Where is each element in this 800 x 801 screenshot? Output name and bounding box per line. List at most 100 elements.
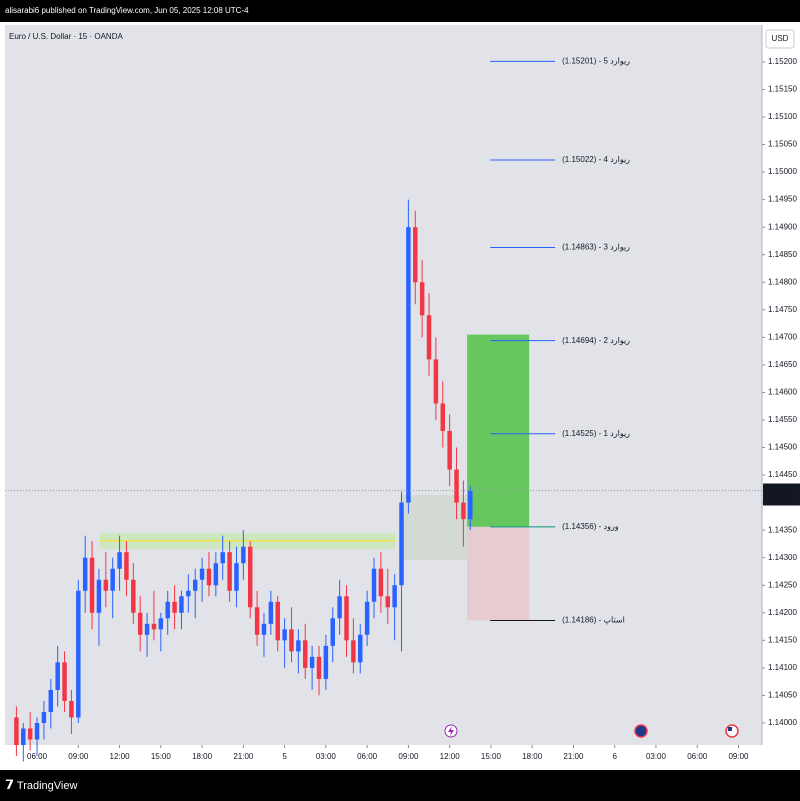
brand: TradingView xyxy=(16,780,78,792)
loss-box xyxy=(467,526,530,621)
x-tick-label: 06:00 xyxy=(357,752,378,761)
candle-body xyxy=(303,640,308,668)
x-tick-label: 09:00 xyxy=(398,752,419,761)
candle-body xyxy=(27,728,33,740)
y-tick-label: 1.14750 xyxy=(768,305,797,314)
candle-body xyxy=(468,490,473,520)
candle-body xyxy=(234,563,239,591)
event-icon xyxy=(728,727,732,731)
candle-body xyxy=(337,596,342,619)
candle-body xyxy=(117,552,122,569)
level-label: (1.14186) - استاپ xyxy=(562,616,625,625)
candle-body xyxy=(186,590,191,597)
level-label: (1.15022) - ریوارد 4 xyxy=(562,155,630,164)
level-label: (1.14356) - ورود xyxy=(562,522,619,531)
y-tick-label: 1.15000 xyxy=(768,167,797,176)
candle-body xyxy=(62,662,67,701)
y-tick-label: 1.14950 xyxy=(768,195,797,204)
candle-body xyxy=(206,568,212,586)
publish-text: alisarabi6 published on TradingView.com,… xyxy=(5,6,249,15)
candle-body xyxy=(419,282,425,316)
candle-body xyxy=(378,568,384,597)
x-axis-bg xyxy=(5,745,762,770)
x-tick-label: 18:00 xyxy=(192,752,213,761)
chart: Euro / U.S. Dollar · 15 · OANDA USD 1.14… xyxy=(0,22,800,770)
candle-body xyxy=(426,315,432,360)
x-tick-label: 12:00 xyxy=(110,752,131,761)
candle-body xyxy=(96,579,102,613)
candle-body xyxy=(330,618,335,646)
candle-body xyxy=(447,430,452,470)
footer: 𝟳 TradingView xyxy=(5,777,78,792)
profit-box xyxy=(467,334,530,527)
candle-body xyxy=(34,722,40,740)
y-tick-label: 1.14100 xyxy=(768,663,797,672)
candle-body xyxy=(165,601,170,619)
y-tick-label: 1.14850 xyxy=(768,250,797,259)
candle-body xyxy=(69,700,74,718)
candle-body xyxy=(199,568,205,580)
candle-body xyxy=(399,502,404,586)
x-tick-label: 15:00 xyxy=(151,752,172,761)
candle-body xyxy=(131,579,136,613)
countdown: 06:53 xyxy=(767,495,788,504)
candle-body xyxy=(41,711,47,723)
level-label: (1.14694) - ریوارد 2 xyxy=(562,336,630,345)
x-tick-label: 06:00 xyxy=(27,752,48,761)
y-tick-label: 1.14600 xyxy=(768,388,797,397)
y-tick-label: 1.14550 xyxy=(768,415,797,424)
candle-body xyxy=(282,629,287,641)
level-label: (1.14525) - ریوارد 1 xyxy=(562,429,630,438)
x-tick-label: 21:00 xyxy=(233,752,254,761)
y-tick-label: 1.15100 xyxy=(768,112,797,121)
y-tick-label: 1.14300 xyxy=(768,553,797,562)
candle-body xyxy=(192,579,198,591)
price-label: 1.14422 xyxy=(767,486,796,495)
x-tick-label: 06:00 xyxy=(687,752,708,761)
event-icon xyxy=(448,726,454,736)
candle-body xyxy=(144,623,150,635)
zone xyxy=(400,494,481,560)
y-tick-label: 1.14650 xyxy=(768,360,797,369)
candle-body xyxy=(323,645,329,679)
y-tick-label: 1.15200 xyxy=(768,57,797,66)
x-tick-label: 03:00 xyxy=(316,752,337,761)
candle-body xyxy=(385,596,390,608)
candle-body xyxy=(14,717,19,745)
candle-body xyxy=(433,359,439,404)
candle-body xyxy=(461,502,466,520)
candle-body xyxy=(254,607,260,635)
candle-body xyxy=(275,601,280,641)
y-tick-label: 1.15150 xyxy=(768,85,797,94)
candle-body xyxy=(351,640,356,663)
candle-body xyxy=(89,557,95,613)
candle-body xyxy=(309,656,315,668)
publish-bar: alisarabi6 published on TradingView.com,… xyxy=(0,0,800,22)
y-tick-label: 1.14350 xyxy=(768,525,797,534)
plot-bg xyxy=(5,25,762,745)
candle-body xyxy=(76,590,81,718)
y-tick-label: 1.14000 xyxy=(768,718,797,727)
currency-box xyxy=(765,29,795,49)
candle-body xyxy=(48,689,54,712)
candle-body xyxy=(241,546,246,564)
x-tick-label: 5 xyxy=(282,752,287,761)
candle-body xyxy=(21,728,26,745)
candle-body xyxy=(103,579,109,591)
x-tick-label: 18:00 xyxy=(522,752,543,761)
level-label: (1.14863) - ریوارد 3 xyxy=(562,243,630,252)
candle-body xyxy=(364,601,370,635)
candle-body xyxy=(158,618,164,630)
candle-body xyxy=(124,552,129,580)
price-box xyxy=(763,483,800,506)
x-tick-label: 6 xyxy=(612,752,617,761)
candle-body xyxy=(213,563,219,586)
y-tick-label: 1.15050 xyxy=(768,140,797,149)
y-tick-label: 1.14700 xyxy=(768,332,797,341)
level-label: (1.15201) - ریوارد 5 xyxy=(562,56,630,65)
x-tick-label: 12:00 xyxy=(440,752,461,761)
y-tick-label: 1.14200 xyxy=(768,608,797,617)
candle-body xyxy=(172,601,177,613)
candle-body xyxy=(413,227,418,283)
